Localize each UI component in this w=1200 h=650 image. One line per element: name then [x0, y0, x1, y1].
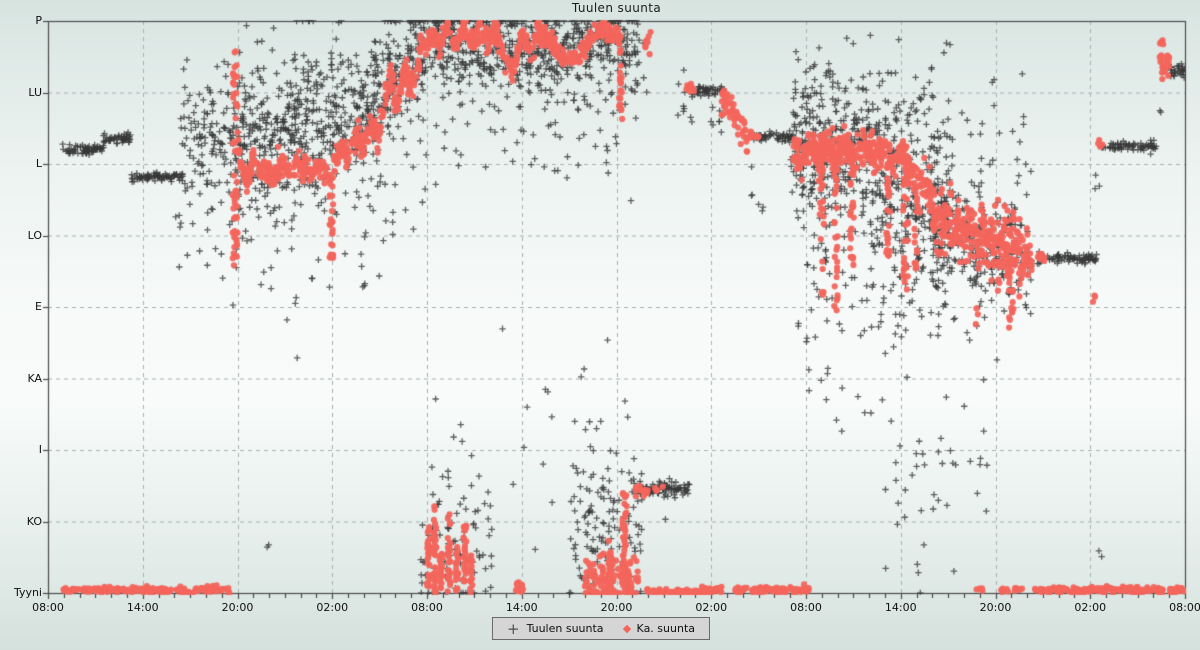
- y-tick-label: KO: [26, 514, 42, 528]
- x-tick-label: 20:00: [221, 601, 254, 614]
- y-tick-label: LO: [27, 228, 42, 242]
- diamond-marker-icon: [622, 624, 631, 633]
- x-tick-label: 02:00: [1074, 601, 1107, 614]
- legend-item-average: Ka. suunta: [622, 622, 696, 635]
- y-tick-label: L: [35, 157, 42, 170]
- chart-title: Tuulen suunta: [571, 1, 662, 15]
- legend-item-wind: + Tuulen suunta: [506, 619, 604, 638]
- x-tick-label: 20:00: [600, 601, 633, 614]
- x-tick-label: 02:00: [316, 601, 349, 614]
- x-tick-label: 08:00: [411, 601, 443, 614]
- x-tick-label: 14:00: [884, 601, 917, 614]
- legend-label-wind: Tuulen suunta: [526, 622, 604, 635]
- legend-label-average: Ka. suunta: [636, 622, 696, 635]
- y-tick-label: P: [35, 14, 42, 27]
- y-tick-label: E: [35, 300, 42, 313]
- x-tick-label: 14:00: [505, 601, 538, 614]
- y-tick-label: LU: [28, 85, 42, 99]
- x-tick-label: 08:00: [1169, 601, 1200, 614]
- x-tick-label: 14:00: [126, 601, 159, 614]
- x-tick-label: 08:00: [32, 601, 64, 614]
- legend: + Tuulen suunta Ka. suunta: [491, 617, 711, 640]
- y-tick-label: I: [38, 443, 42, 456]
- plus-marker-icon: +: [506, 619, 520, 638]
- y-tick-label: Tyyni: [13, 586, 42, 599]
- y-tick-label: KA: [27, 371, 42, 385]
- x-tick-label: 02:00: [695, 601, 728, 614]
- x-tick-label: 08:00: [790, 601, 822, 614]
- x-tick-label: 20:00: [979, 601, 1012, 614]
